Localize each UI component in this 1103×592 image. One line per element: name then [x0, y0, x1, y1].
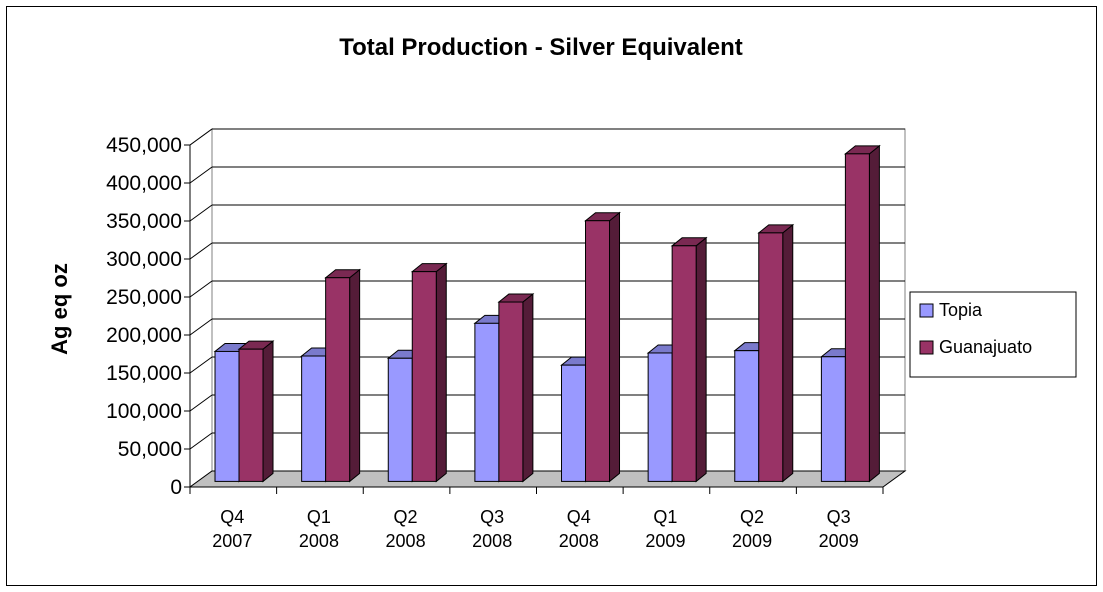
gridline-side [189, 432, 213, 450]
bar-side [522, 292, 534, 483]
y-tick-label: 350,000 [106, 210, 182, 233]
bar-side [868, 144, 880, 483]
gridline-side [189, 166, 213, 184]
y-tick-label: 250,000 [106, 286, 182, 309]
bar-guanajuato-6 [757, 223, 795, 483]
legend-swatch-topia [919, 303, 934, 318]
bar-guanajuato-4 [584, 211, 621, 483]
bar-side [262, 340, 274, 483]
y-tick-label: 450,000 [106, 134, 182, 157]
chart-title: Total Production - Silver Equivalent [339, 34, 743, 61]
x-tick-label: Q1 2009 [645, 507, 685, 551]
bars [213, 144, 881, 483]
bar-front [844, 153, 870, 482]
bar-front [671, 245, 697, 482]
y-tick-label: 0 [170, 476, 182, 499]
y-axis-label: Ag eq oz [47, 263, 72, 355]
chart-canvas: Total Production - Silver Equivalent 0 50… [47, 34, 1077, 551]
x-tick-label: Q2 2008 [386, 507, 426, 551]
bar-side [782, 223, 794, 483]
legend-swatch-guanajuato [919, 340, 934, 355]
bar-guanajuato-1 [324, 268, 362, 483]
bar-front [387, 357, 413, 482]
gridline-side [189, 242, 213, 260]
bar-side [695, 236, 707, 483]
bar-front [301, 355, 327, 482]
bar-front [498, 301, 524, 482]
gridline-side [189, 128, 213, 146]
bar-side [349, 268, 361, 483]
plot-floor [188, 470, 907, 488]
y-axis-ticks: 0 50,000 100,000 150,000 200,000 250,000 300,0… [106, 134, 191, 499]
chart-frame: Total Production - Silver Equivalent 0 50… [6, 6, 1097, 586]
y-tick-label: 150,000 [106, 362, 182, 385]
x-tick-label: Q1 2008 [299, 507, 339, 551]
bar-front [214, 350, 240, 482]
bar-guanajuato-5 [670, 236, 708, 483]
bar-side [435, 262, 447, 483]
gridline-side [189, 318, 213, 336]
bar-front [474, 322, 500, 482]
bar-guanajuato-2 [410, 262, 448, 483]
legend: Topia Guanajuato [909, 291, 1077, 378]
y-tick-label: 300,000 [106, 248, 182, 271]
gridline-side [189, 204, 213, 222]
floor [188, 470, 907, 488]
y-tick-label: 400,000 [106, 172, 182, 195]
x-tick-label: Q4 2008 [559, 507, 599, 551]
bar-front [647, 352, 673, 482]
bar-front [325, 277, 351, 482]
x-tick-label: Q2 2009 [732, 507, 772, 551]
gridline-side [189, 394, 213, 412]
bar-front [411, 271, 437, 482]
gridline-side [189, 280, 213, 298]
bar-front [758, 232, 784, 482]
bar-side [609, 211, 621, 483]
x-tick-label: Q3 2009 [819, 507, 859, 551]
bar-front [561, 364, 587, 482]
legend-box [909, 291, 1077, 378]
y-tick-label: 200,000 [106, 324, 182, 347]
gridline-side [189, 356, 213, 374]
bar-guanajuato-7 [843, 144, 881, 483]
bar-front [820, 356, 846, 482]
bar-front [238, 348, 264, 482]
side-wall [189, 128, 213, 488]
bar-guanajuato-0 [237, 340, 275, 483]
legend-label-guanajuato: Guanajuato [939, 337, 1032, 357]
bar-guanajuato-3 [497, 292, 535, 483]
legend-label-topia: Topia [939, 300, 983, 320]
bar-front [585, 220, 611, 482]
y-tick-label: 100,000 [106, 400, 182, 423]
x-tick-label: Q3 2008 [472, 507, 512, 551]
bar-front [734, 350, 760, 482]
x-tick-label: Q4 2007 [212, 507, 252, 551]
x-axis-ticks: Q4 2007 Q1 2008 Q2 2008 Q3 2008 Q4 2008 Q1 2009 Q2 20… [189, 487, 884, 551]
y-tick-label: 50,000 [118, 438, 182, 461]
